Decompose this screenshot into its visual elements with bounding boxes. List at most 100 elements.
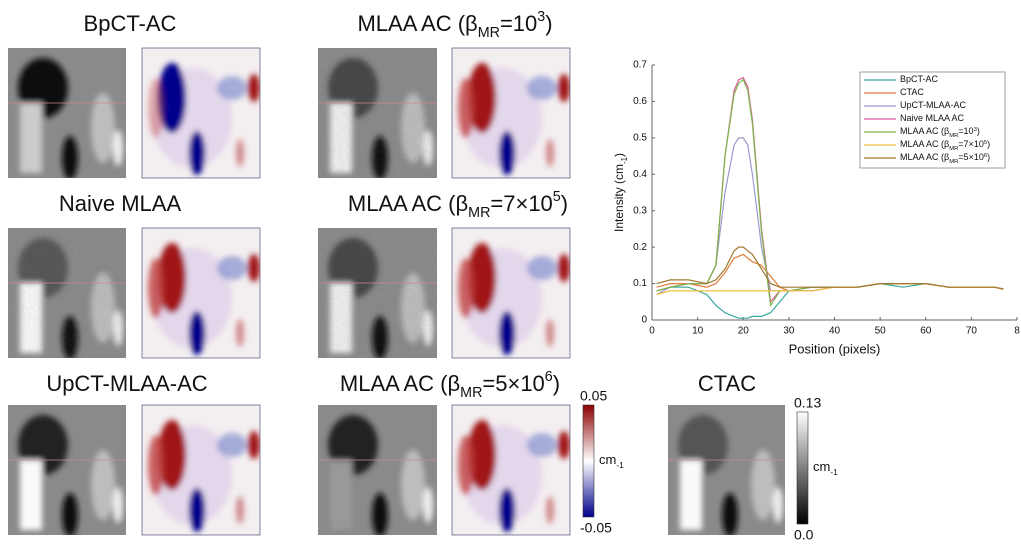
image-content [148,243,260,355]
ct-image [318,405,437,535]
text-part: ) [987,152,990,162]
blob [236,139,244,167]
text-part: 5 [984,140,987,146]
blob [189,131,205,175]
organ [20,103,42,173]
legend-label: Naive MLAA AC [900,113,965,123]
blob [468,420,496,490]
difference-image [141,227,261,359]
text-part: ) [977,126,980,136]
image-content [148,63,260,175]
text-part: cm [599,452,616,467]
bone [722,493,738,535]
text-part: UpCT-MLAA-AC [900,100,967,110]
text-part: MR [949,133,958,139]
blob [248,254,260,282]
x-tick-label: 70 [966,326,978,337]
text-part: MLAA AC (β [357,11,477,36]
text-part: BpCT-AC [84,11,177,36]
bone [62,136,78,178]
colorbar [582,404,595,518]
y-tick-label: 0.6 [633,96,647,107]
text-part: -1 [616,460,624,470]
bone [113,487,123,523]
blob [546,319,554,347]
blob [248,74,260,102]
colorbar-unit: cm-1 [813,459,838,477]
text-part: MLAA AC (β [340,371,460,396]
series-line [656,283,1004,296]
blob [499,131,515,175]
text-part: MR [460,385,482,401]
y-tick-label: 0.4 [633,169,647,180]
text-part: 5 [553,189,561,205]
panel-title: CTAC [698,371,756,396]
text-part: ) [561,191,568,216]
text-part: 6 [545,369,553,385]
y-tick-label: 0.2 [633,242,647,253]
ct-image [8,405,126,535]
colorbar-min: -0.05 [580,520,612,536]
organ [680,460,702,530]
x-tick-label: 0 [649,326,655,337]
difference-image [451,404,571,536]
legend-label: MLAA AC (βMR=7×105) [900,139,990,151]
text-part: =10 [500,11,537,36]
blob [148,435,164,495]
blob [148,258,164,318]
organ [20,460,42,530]
text-part: 6 [984,153,987,159]
ct-image [8,48,126,178]
colorbar-unit: cm-1 [599,452,624,470]
text-part: =5×10 [482,371,544,396]
y-tick-label: 0.7 [633,60,647,71]
blob [527,256,557,280]
text-part: cm [813,459,830,474]
text-part: ) [612,153,626,157]
legend-label: CTAC [900,87,924,97]
image-content [458,63,570,175]
organ [330,460,352,530]
series-line [656,246,1004,290]
ct-image [8,228,126,358]
ct-image [318,228,437,358]
blob [468,243,496,313]
blob [458,78,474,138]
noise [8,228,126,358]
colorbar-min: 0.0 [794,527,814,543]
blob [558,431,570,459]
text-part: ) [545,11,552,36]
text-part: MLAA AC (β [900,126,949,136]
text-part: Intensity (cm [612,164,626,232]
blob [189,488,205,532]
y-axis-title: Intensity (cm-1) [612,153,628,232]
text-part: Naive MLAA AC [900,113,965,123]
difference-image [451,47,571,179]
blob [558,74,570,102]
legend-label: UpCT-MLAA-AC [900,100,967,110]
text-part: 3 [974,127,977,133]
ct-image [318,48,437,178]
blob [458,258,474,318]
text-part: ) [987,139,990,149]
blob [546,139,554,167]
text-part: MR [468,205,490,221]
text-part: 3 [537,9,545,25]
blob [217,433,247,457]
blob [248,431,260,459]
panel-title: BpCT-AC [84,11,177,36]
bone [91,93,115,163]
bone [62,493,78,535]
text-part: MR [478,25,500,41]
blob [158,63,186,133]
text-part: MLAA AC (β [348,191,468,216]
x-tick-label: 8 [1014,326,1020,337]
bone [773,487,783,523]
text-part: Naive MLAA [59,191,182,216]
blob [499,311,515,355]
y-tick-label: 0.5 [633,132,647,143]
bone [113,130,123,166]
text-part: BpCT-AC [900,74,939,84]
blob [527,433,557,457]
